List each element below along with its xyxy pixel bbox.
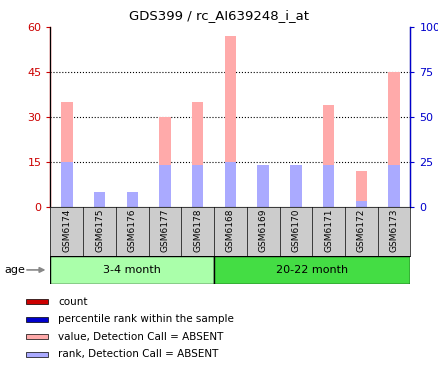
Bar xyxy=(290,165,301,207)
Bar xyxy=(322,165,334,207)
Bar xyxy=(61,102,72,207)
Text: count: count xyxy=(58,296,88,307)
Text: GSM6175: GSM6175 xyxy=(95,208,104,252)
Bar xyxy=(126,192,138,207)
Bar xyxy=(191,102,203,207)
Text: GSM6171: GSM6171 xyxy=(323,208,332,252)
Text: rank, Detection Call = ABSENT: rank, Detection Call = ABSENT xyxy=(58,349,218,359)
Bar xyxy=(224,37,236,207)
Bar xyxy=(355,171,366,207)
Text: age: age xyxy=(4,265,25,275)
Text: GSM6173: GSM6173 xyxy=(389,208,398,252)
Text: GSM6168: GSM6168 xyxy=(226,208,234,252)
Text: value, Detection Call = ABSENT: value, Detection Call = ABSENT xyxy=(58,332,223,342)
Bar xyxy=(26,299,48,304)
Bar xyxy=(290,171,301,207)
Bar xyxy=(224,162,236,207)
Bar xyxy=(61,162,72,207)
Bar xyxy=(191,165,203,207)
Bar xyxy=(26,352,48,357)
Text: GSM6174: GSM6174 xyxy=(62,208,71,252)
Bar xyxy=(126,198,138,207)
Bar xyxy=(355,201,366,207)
Bar xyxy=(257,168,268,207)
Text: percentile rank within the sample: percentile rank within the sample xyxy=(58,314,233,324)
Text: GSM6172: GSM6172 xyxy=(356,208,365,252)
Text: 3-4 month: 3-4 month xyxy=(103,265,161,275)
Text: GDS399 / rc_AI639248_i_at: GDS399 / rc_AI639248_i_at xyxy=(129,9,309,22)
Text: GSM6170: GSM6170 xyxy=(291,208,300,252)
Text: 20-22 month: 20-22 month xyxy=(276,265,348,275)
Bar xyxy=(26,317,48,322)
Text: GSM6178: GSM6178 xyxy=(193,208,202,252)
Bar xyxy=(94,195,105,207)
Bar xyxy=(94,192,105,207)
Text: GSM6177: GSM6177 xyxy=(160,208,169,252)
Bar xyxy=(388,72,399,207)
Bar xyxy=(159,165,170,207)
Text: GSM6176: GSM6176 xyxy=(127,208,137,252)
Bar xyxy=(214,256,410,284)
Bar xyxy=(388,165,399,207)
Text: GSM6169: GSM6169 xyxy=(258,208,267,252)
Bar xyxy=(322,105,334,207)
Bar xyxy=(257,165,268,207)
Bar xyxy=(50,256,214,284)
Bar xyxy=(159,117,170,207)
Bar xyxy=(26,334,48,339)
